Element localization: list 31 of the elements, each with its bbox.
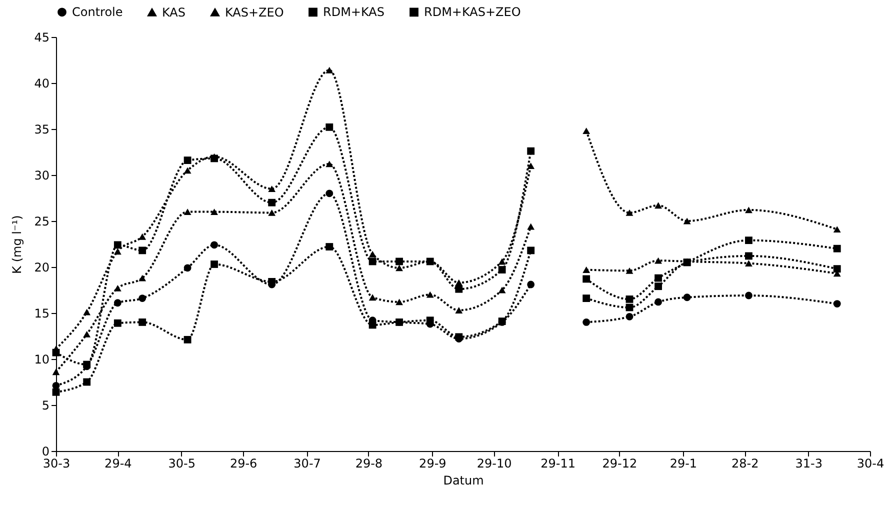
x-tick-label: 29-9: [419, 456, 446, 470]
legend-label: Controle: [72, 5, 123, 20]
x-tick-label: 29-6: [230, 456, 258, 470]
y-tick-label: 35: [34, 122, 50, 136]
legend-label: RDM+KAS: [323, 5, 384, 20]
legend-label: RDM+KAS+ZEO: [424, 5, 521, 20]
x-tick-label: 30-5: [168, 456, 196, 470]
y-tick-label: 30: [34, 168, 50, 182]
x-tick-label: 30-7: [294, 456, 321, 470]
x-tick-label: 30-4: [856, 456, 884, 470]
y-tick-label: 45: [34, 30, 50, 44]
y-axis-title: K (mg l⁻¹): [10, 215, 24, 274]
x-tick-label: 29-10: [476, 456, 512, 470]
y-tick-label: 15: [34, 306, 50, 320]
x-tick-label: 29-4: [104, 456, 132, 470]
x-axis-title: Datum: [443, 474, 484, 488]
x-tick-label: 29-11: [540, 456, 576, 470]
y-tick-label: 40: [34, 76, 50, 90]
y-tick-label: 0: [42, 444, 50, 458]
y-tick-label: 25: [34, 214, 50, 228]
x-tick-label: 29-8: [355, 456, 383, 470]
legend-label: KAS+ZEO: [225, 5, 284, 20]
x-tick-label: 29-12: [602, 456, 638, 470]
x-tick-label: 31-3: [795, 456, 822, 470]
legend-label: KAS: [162, 5, 186, 20]
y-tick-label: 10: [34, 352, 50, 366]
y-tick-label: 20: [34, 260, 50, 274]
x-tick-label: 30-3: [42, 456, 70, 470]
y-tick-label: 5: [42, 398, 50, 412]
x-tick-label: 29-1: [670, 456, 698, 470]
x-tick-label: 28-2: [731, 456, 759, 470]
